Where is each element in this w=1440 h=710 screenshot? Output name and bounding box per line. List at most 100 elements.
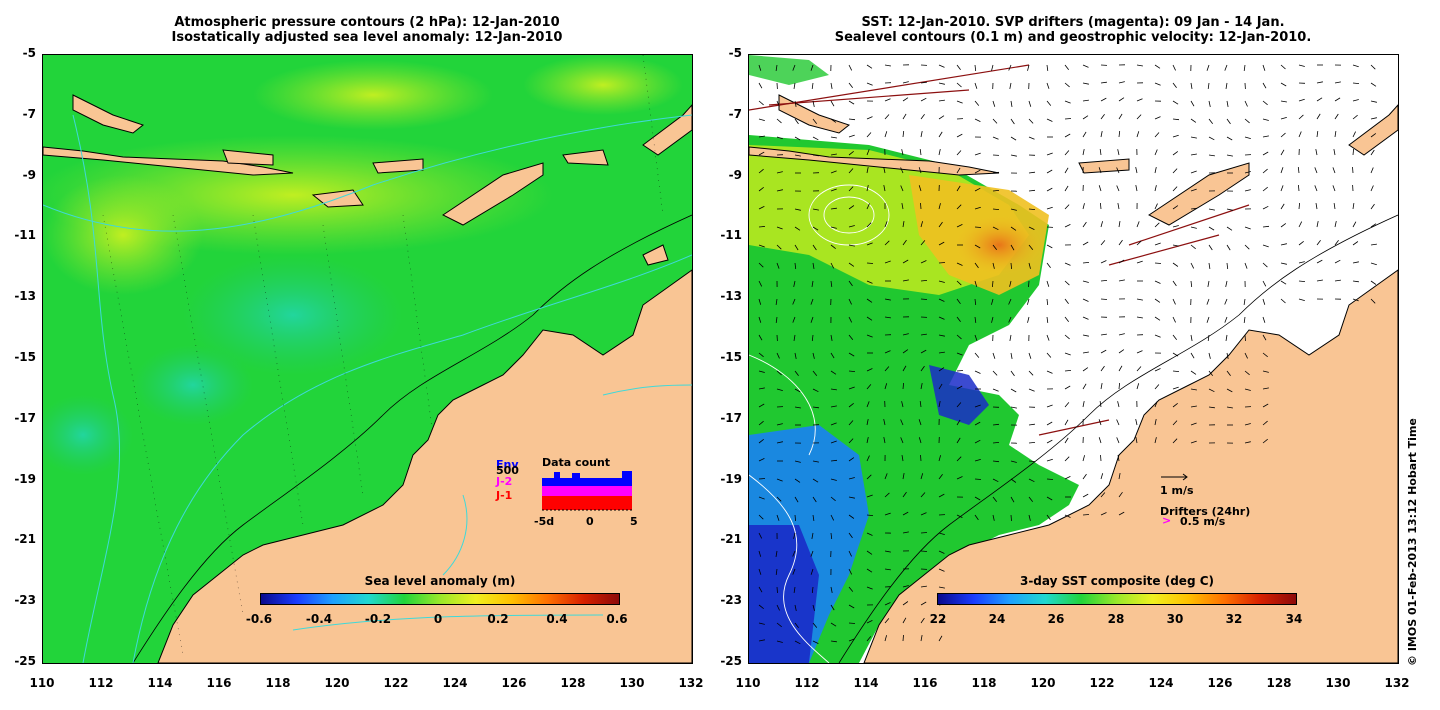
velocity-arrow <box>974 262 979 269</box>
velocity-arrow <box>758 82 763 89</box>
velocity-arrow <box>920 492 926 498</box>
velocity-arrow <box>1154 203 1158 210</box>
velocity-arrow <box>866 132 872 138</box>
velocity-arrow <box>1208 118 1214 125</box>
velocity-arrow <box>902 81 909 84</box>
velocity-arrow <box>1154 280 1161 284</box>
velocity-arrow <box>1028 370 1034 376</box>
velocity-arrow <box>956 370 964 372</box>
velocity-arrow <box>956 402 962 408</box>
velocity-arrow <box>1028 514 1031 521</box>
velocity-arrow <box>884 260 891 264</box>
velocity-arrow <box>883 167 886 174</box>
velocity-arrow <box>1262 64 1266 71</box>
velocity-arrow <box>1010 136 1017 141</box>
velocity-arrow <box>956 167 961 174</box>
latitude-tick: -15 <box>14 350 36 364</box>
velocity-arrow <box>848 168 854 174</box>
velocity-arrow <box>956 437 961 444</box>
velocity-arrow <box>848 514 855 519</box>
velocity-arrow <box>1244 189 1251 192</box>
velocity-arrow <box>1046 118 1053 122</box>
longitude-tick: 122 <box>383 676 409 690</box>
velocity-arrow <box>992 442 1000 444</box>
longitude-tick: 128 <box>1266 676 1292 690</box>
sea-level-anomaly-map <box>42 54 693 664</box>
velocity-arrow <box>1136 131 1140 138</box>
velocity-arrow <box>866 280 873 284</box>
velocity-arrow <box>793 280 796 287</box>
velocity-arrow <box>1244 100 1248 107</box>
velocity-arrow <box>1010 118 1015 125</box>
velocity-arrow <box>992 478 999 483</box>
sst-hot-patch <box>954 215 1044 275</box>
velocity-arrow <box>811 334 814 342</box>
velocity-arrow <box>758 226 766 228</box>
velocity-arrow <box>1262 420 1268 426</box>
velocity-arrow <box>1154 334 1161 338</box>
velocity-arrow <box>1046 206 1053 210</box>
velocity-arrow <box>920 97 927 102</box>
velocity-arrow <box>794 262 797 270</box>
velocity-arrow <box>919 401 922 408</box>
right-title: SST: 12-Jan-2010. SVP drifters (magenta)… <box>748 15 1398 45</box>
left-cbar-tick: 0.2 <box>487 612 509 626</box>
velocity-arrow <box>974 316 977 323</box>
velocity-arrow <box>974 187 981 192</box>
velocity-arrows <box>758 64 1377 645</box>
velocity-arrow <box>1333 149 1336 156</box>
longitude-tick: 126 <box>1207 676 1233 690</box>
velocity-arrow <box>1100 240 1106 246</box>
velocity-arrow <box>1316 97 1323 102</box>
velocity-arrow <box>1118 130 1121 138</box>
velocity-arrow <box>956 352 963 356</box>
velocity-arrow <box>758 532 763 539</box>
velocity-arrow <box>811 280 814 287</box>
velocity-arrow <box>992 262 995 269</box>
velocity-arrow <box>938 532 945 535</box>
velocity-arrow <box>1207 82 1210 89</box>
velocity-arrow <box>1316 259 1323 264</box>
velocity-arrow <box>1010 370 1015 377</box>
longitude-tick: 130 <box>619 676 645 690</box>
island <box>1148 162 1250 226</box>
velocity-arrow <box>830 405 837 408</box>
latitude-tick: -25 <box>720 654 742 668</box>
velocity-arrow <box>848 402 854 408</box>
velocity-arrow <box>848 550 852 557</box>
velocity-arrow <box>918 419 922 426</box>
velocity-arrow <box>866 532 873 536</box>
velocity-arrow <box>1262 244 1269 248</box>
velocity-arrow <box>830 118 837 123</box>
velocity-arrow <box>1046 514 1051 521</box>
velocity-arrow <box>1190 188 1197 192</box>
velocity-arrow <box>902 585 909 588</box>
velocity-arrow <box>758 438 764 444</box>
data-count-inset: Data count Env 500 J-2 J-1 -5d 0 5 <box>494 456 644 531</box>
velocity-arrow <box>1100 280 1108 282</box>
velocity-arrow <box>848 420 854 426</box>
velocity-arrow <box>866 149 870 156</box>
longitude-tick: 112 <box>88 676 114 690</box>
velocity-arrow <box>1298 202 1300 210</box>
velocity-arrow <box>848 186 854 192</box>
velocity-arrow <box>794 352 797 359</box>
velocity-arrow <box>1082 149 1085 156</box>
island <box>778 94 851 134</box>
velocity-arrow <box>992 460 1000 463</box>
velocity-arrow <box>1226 154 1233 157</box>
velocity-arrow <box>1316 239 1321 246</box>
velocity-arrow <box>1190 422 1197 426</box>
velocity-arrow <box>920 512 927 516</box>
velocity-arrow <box>866 203 870 210</box>
velocity-arrow <box>1098 437 1102 444</box>
velocity-arrow <box>1172 100 1179 105</box>
velocity-arrow <box>1136 366 1142 372</box>
velocity-arrow <box>1082 280 1089 283</box>
velocity-arrow <box>848 205 855 210</box>
drifters-label: Drifters (24hr) <box>1160 505 1251 518</box>
velocity-arrow <box>901 401 904 408</box>
velocity-arrow <box>1064 224 1071 228</box>
velocity-arrow <box>866 620 873 624</box>
velocity-arrow <box>1010 352 1013 359</box>
